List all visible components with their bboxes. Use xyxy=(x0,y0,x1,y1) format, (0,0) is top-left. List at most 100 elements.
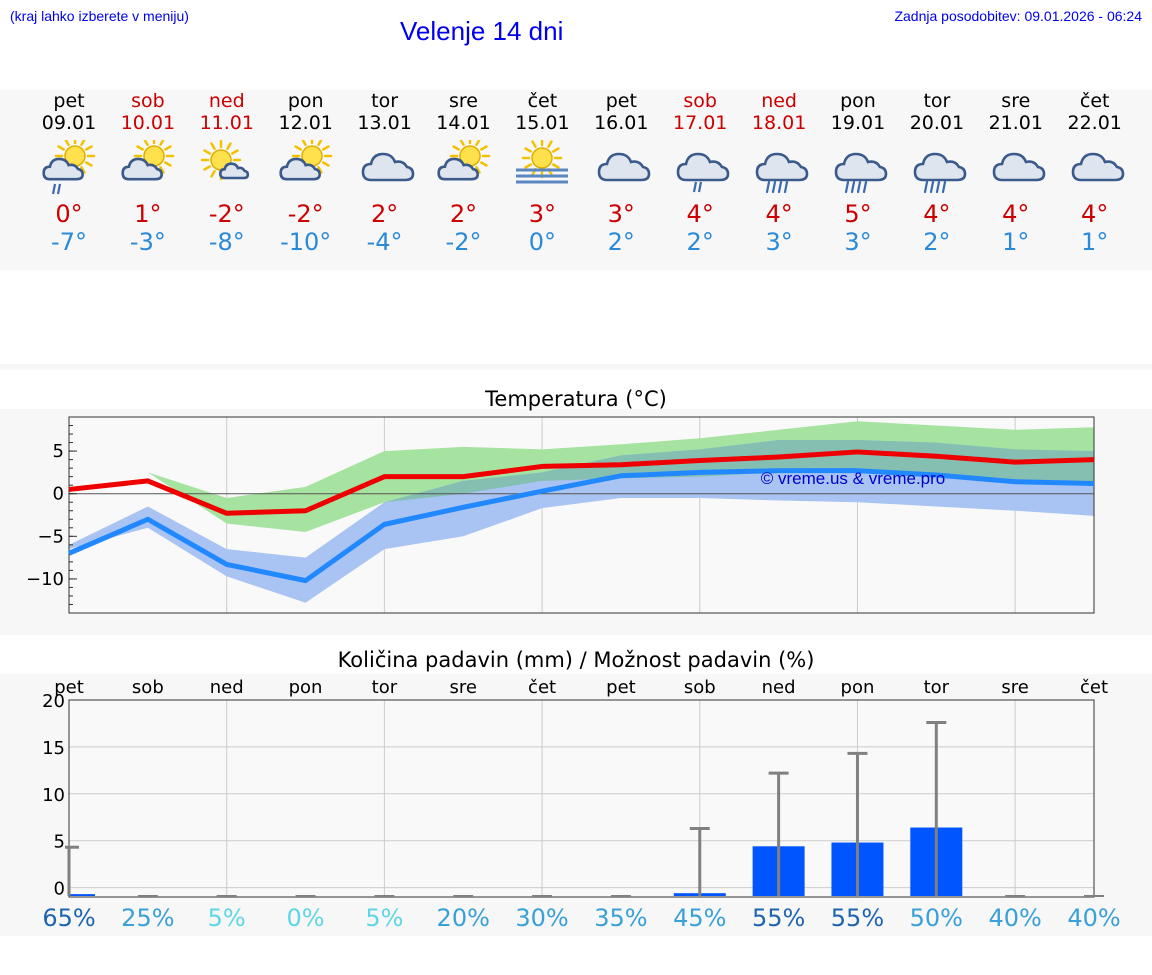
precip-chance: 30% xyxy=(515,904,569,932)
cloud-icon xyxy=(1071,152,1124,182)
cloud-rain-icon xyxy=(913,152,967,194)
cloud-rain-icon xyxy=(834,152,888,194)
sun-icon xyxy=(522,140,563,179)
day-date: 17.01 xyxy=(672,112,728,134)
precipitation-chart-title: Količina padavin (mm) / Možnost padavin … xyxy=(337,648,815,672)
temp-min: 0° xyxy=(528,228,557,256)
day-name: sob xyxy=(131,90,165,112)
temp-max: 1° xyxy=(134,200,162,228)
forecast-day: sre 21.01 4° 1° xyxy=(976,90,1056,256)
temp-min: 1° xyxy=(1081,228,1109,256)
y-tick-label: 5 xyxy=(53,441,64,462)
temp-max: 4° xyxy=(923,200,951,228)
x-tick-label: čet xyxy=(528,677,556,698)
temp-max: 3° xyxy=(607,200,635,228)
precip-chance: 50% xyxy=(909,904,963,932)
temp-max: -2° xyxy=(208,200,245,228)
temperature-chart: 5 0 −5 −10 © vreme.us & vreme.pro xyxy=(26,416,1095,614)
precip-chance: 20% xyxy=(436,904,490,932)
page-title: Velenje 14 dni xyxy=(400,16,564,46)
temperature-chart-title: Temperatura (°C) xyxy=(485,387,667,411)
temp-min: 2° xyxy=(607,228,635,256)
day-date: 12.01 xyxy=(278,112,333,134)
day-name: pon xyxy=(287,90,324,112)
precip-chance: 65% xyxy=(42,904,96,932)
sun-cloud-icon xyxy=(279,140,332,181)
temp-max: 2° xyxy=(370,200,399,228)
day-date: 22.01 xyxy=(1067,112,1122,134)
temp-max: 4° xyxy=(686,200,714,228)
cloud-drizzle-icon xyxy=(676,152,730,193)
day-date: 16.01 xyxy=(594,112,649,134)
y-tick-label: 0 xyxy=(53,484,64,505)
forecast-day: sob 10.01 1° -3° xyxy=(108,90,188,256)
x-tick-label: pet xyxy=(54,677,84,698)
y-tick-label: 15 xyxy=(42,738,65,759)
forecast-day: ned 11.01 -2° -8° xyxy=(187,90,267,256)
temp-min: 1° xyxy=(1002,228,1030,256)
y-tick-label: 5 xyxy=(54,832,65,853)
temp-min: -10° xyxy=(280,228,332,256)
cloud-icon xyxy=(597,152,651,182)
precip-chance: 45% xyxy=(673,904,727,932)
divider xyxy=(0,364,1152,370)
day-name: ned xyxy=(761,90,797,112)
precip-chance: 0% xyxy=(286,904,325,932)
precip-chance: 5% xyxy=(365,904,404,932)
forecast-day: pet 09.01 0° -7° xyxy=(29,90,109,256)
day-date: 09.01 xyxy=(41,112,97,134)
sun-small-cloud-icon xyxy=(200,140,249,181)
forecast-day: tor 20.01 4° 2° xyxy=(897,90,977,256)
precip-chance: 55% xyxy=(830,904,885,932)
day-date: 10.01 xyxy=(120,112,176,134)
cloud-icon xyxy=(361,152,414,182)
day-date: 11.01 xyxy=(199,112,254,134)
day-date: 15.01 xyxy=(515,112,570,134)
temp-min: 3° xyxy=(844,228,872,256)
cloud-icon xyxy=(992,152,1046,182)
y-tick-label: 10 xyxy=(42,785,65,806)
precipitation-chart: 20 15 10 5 0 pet sob ned pon tor sre čet pet sob ned po… xyxy=(42,677,1108,900)
x-tick-label: čet xyxy=(1080,677,1108,698)
temp-max: 3° xyxy=(528,200,557,228)
forecast-day: sre 14.01 2° -2° xyxy=(424,90,504,256)
plot-frame xyxy=(68,416,1095,614)
temp-min: -3° xyxy=(129,228,166,256)
day-name: sre xyxy=(1001,90,1031,112)
temp-max: 4° xyxy=(1081,200,1109,228)
x-tick-label: pet xyxy=(606,677,636,698)
day-date: 21.01 xyxy=(988,112,1043,134)
location-menu-hint[interactable]: (kraj lahko izberete v meniju) xyxy=(10,8,189,24)
sun-cloud-icon xyxy=(121,140,175,181)
day-name: tor xyxy=(371,90,399,112)
temp-max: -2° xyxy=(287,200,324,228)
temp-min: 2° xyxy=(923,228,951,256)
x-tick-label: sob xyxy=(684,677,716,698)
precip-chance: 35% xyxy=(594,904,648,932)
day-date: 20.01 xyxy=(909,112,965,134)
watermark: © vreme.us & vreme.pro xyxy=(761,469,945,488)
temp-min: -7° xyxy=(51,228,87,256)
precip-chance: 40% xyxy=(988,904,1042,932)
temp-min: -8° xyxy=(208,228,245,256)
day-name: čet xyxy=(527,90,558,112)
temp-min: 2° xyxy=(686,228,714,256)
forecast-day: sob 17.01 4° 2° xyxy=(660,90,740,256)
precip-chance: 5% xyxy=(207,904,246,932)
sun-fog-icon xyxy=(516,140,569,184)
temp-min: -2° xyxy=(445,228,482,256)
sun-cloud-icon xyxy=(436,140,490,181)
forecast-day: čet 15.01 3° 0° xyxy=(502,90,582,256)
forecast-day: pon 12.01 -2° -10° xyxy=(266,90,346,256)
temp-max: 5° xyxy=(844,200,872,228)
y-tick-label: −5 xyxy=(37,526,64,547)
temp-max: 2° xyxy=(449,200,478,228)
x-tick-label: sre xyxy=(1001,677,1028,698)
forecast-day: tor 13.01 2° -4° xyxy=(345,90,425,256)
forecast-day: pon 19.01 5° 3° xyxy=(818,90,898,256)
cloud-rain-icon xyxy=(755,152,809,194)
max-temp-line xyxy=(68,449,1095,516)
overlap-band xyxy=(69,440,1094,533)
day-name: sre xyxy=(449,90,478,112)
temp-min: -4° xyxy=(366,228,403,256)
